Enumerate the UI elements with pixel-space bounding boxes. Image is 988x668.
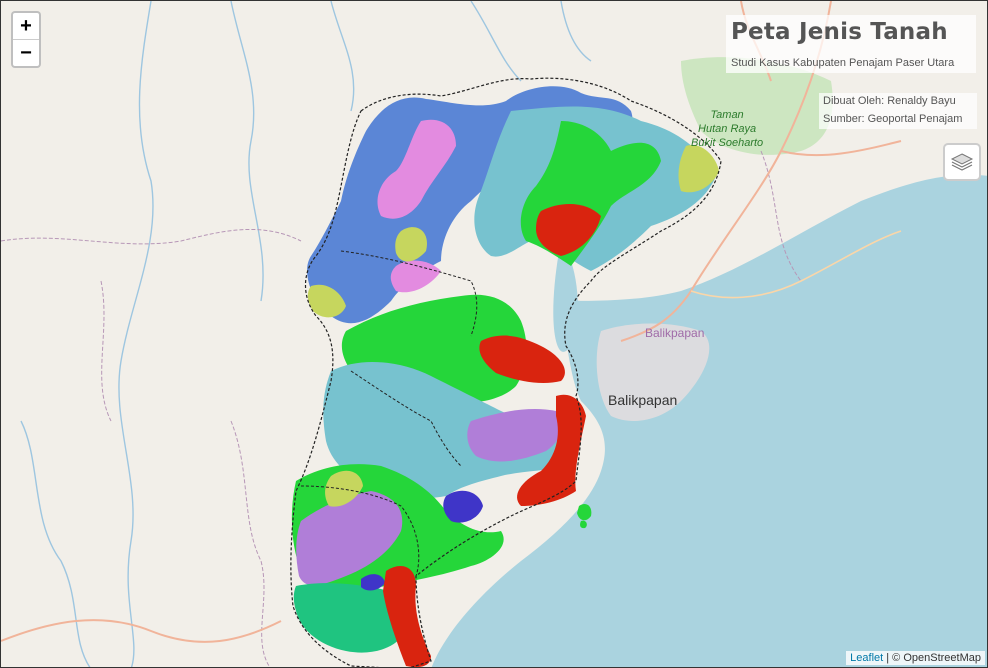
zoom-control: + − xyxy=(11,11,41,68)
credits-panel xyxy=(819,93,977,129)
soil-olive-north[interactable] xyxy=(395,227,427,262)
park-label-line2: Hutan Raya xyxy=(698,123,757,135)
soil-purple-central[interactable] xyxy=(467,409,562,462)
attribution-separator: | © xyxy=(883,652,904,664)
sea xyxy=(431,174,987,667)
soil-red-river-north[interactable] xyxy=(536,204,601,256)
attribution: Leaflet | © OpenStreetMap xyxy=(846,651,985,665)
soil-pink-north[interactable] xyxy=(377,119,456,219)
park-label-line3: Bukit Soeharto xyxy=(691,137,764,149)
credit-author: Dibuat Oleh: Renaldy Bayu xyxy=(823,95,956,107)
soil-red-south[interactable] xyxy=(383,566,431,667)
zoom-in-button[interactable]: + xyxy=(13,13,39,40)
soil-olive-west[interactable] xyxy=(307,284,346,318)
city-admin-label: Balikpapan xyxy=(645,326,705,340)
admin-borders xyxy=(1,150,802,667)
zoom-out-button[interactable]: − xyxy=(20,42,32,64)
credit-source: Sumber: Geoportal Penajam xyxy=(823,113,963,125)
urban-area xyxy=(596,323,710,421)
soil-pink-west[interactable] xyxy=(390,260,441,293)
rivers xyxy=(20,1,592,667)
soil-olive-park[interactable] xyxy=(678,145,719,193)
soil-map[interactable] xyxy=(291,86,719,667)
park-label-line1: Taman xyxy=(710,109,744,121)
soil-teal-south[interactable] xyxy=(293,583,408,653)
soil-navy-small[interactable] xyxy=(361,574,385,591)
soil-cyan-central[interactable] xyxy=(323,361,572,498)
layers-icon xyxy=(950,153,974,171)
map-subtitle: Studi Kasus Kabupaten Penajam Paser Utar… xyxy=(731,57,955,69)
map-title: Peta Jenis Tanah xyxy=(731,19,948,45)
title-panel xyxy=(726,15,976,73)
district-boundary xyxy=(290,77,722,667)
osm-link[interactable]: OpenStreetMap xyxy=(903,652,981,664)
park-area xyxy=(681,57,833,155)
island xyxy=(577,504,592,521)
bay xyxy=(553,241,578,352)
island xyxy=(580,520,587,529)
soil-red-coast[interactable] xyxy=(517,394,586,506)
city-label: Balikpapan xyxy=(608,392,678,408)
soil-olive-south[interactable] xyxy=(325,470,363,507)
leaflet-link[interactable]: Leaflet xyxy=(850,652,884,664)
park-label: Taman Hutan Raya Bukit Soeharto xyxy=(691,108,763,150)
soil-navy-south[interactable] xyxy=(443,490,483,523)
inner-boundary xyxy=(300,250,478,577)
soil-purple-south[interactable] xyxy=(296,491,403,586)
soil-red-river[interactable] xyxy=(479,335,565,384)
layers-control-button[interactable] xyxy=(943,143,981,181)
